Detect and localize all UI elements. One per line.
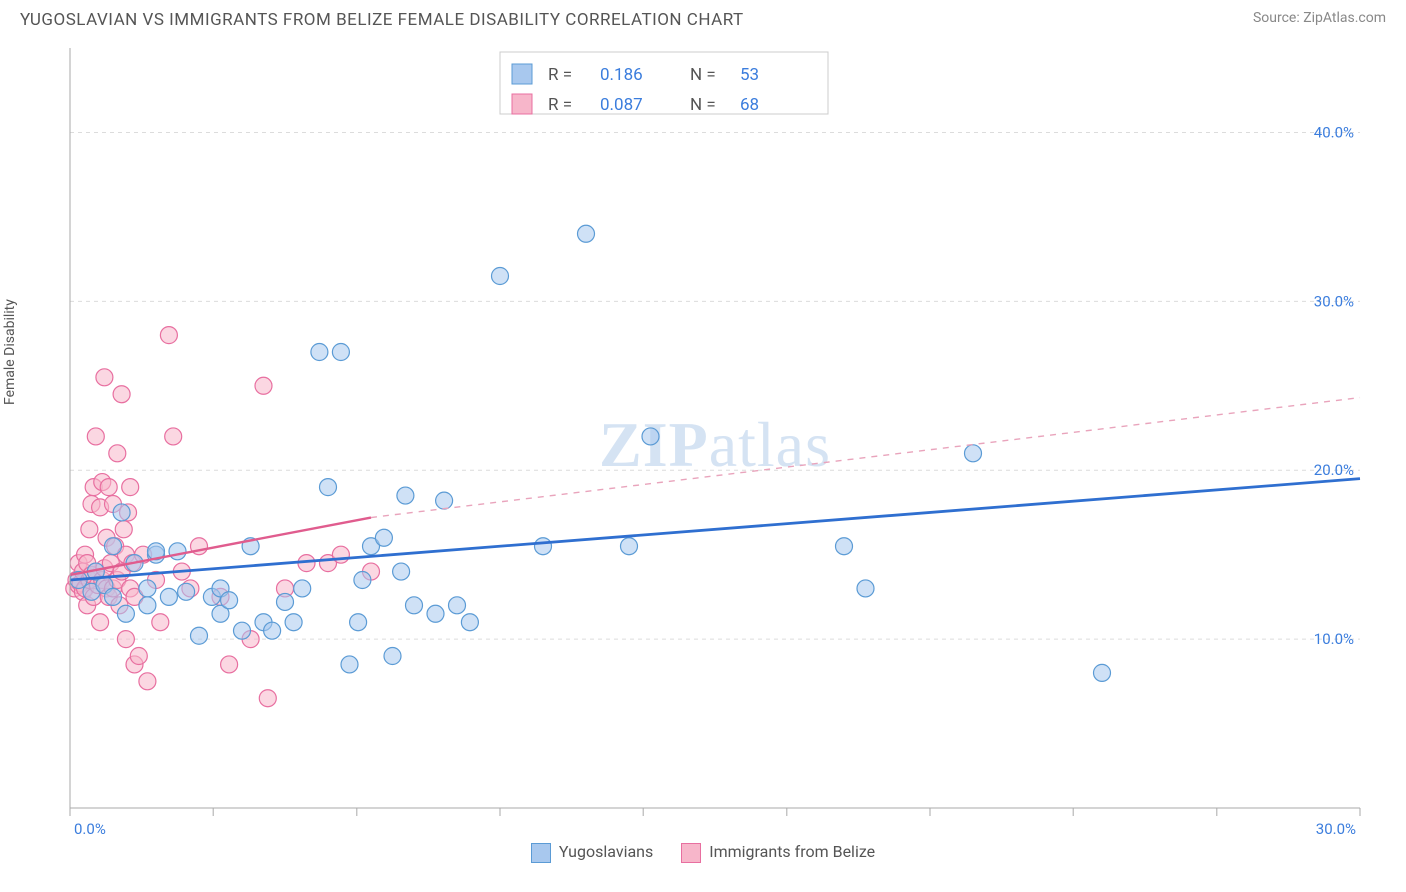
source-label: Source: ZipAtlas.com	[1253, 10, 1386, 26]
chart-title: YUGOSLAVIAN VS IMMIGRANTS FROM BELIZE FE…	[20, 10, 744, 30]
chart-header: YUGOSLAVIAN VS IMMIGRANTS FROM BELIZE FE…	[0, 0, 1406, 38]
svg-text:30.0%: 30.0%	[1314, 292, 1354, 310]
svg-text:R =: R =	[548, 95, 572, 115]
legend-item-yugoslavians: Yugoslavians	[531, 842, 653, 863]
svg-text:53: 53	[740, 65, 759, 85]
svg-text:N =: N =	[690, 95, 716, 115]
svg-text:N =: N =	[690, 65, 716, 85]
svg-text:68: 68	[740, 95, 759, 115]
series-legend: Yugoslavians Immigrants from Belize	[20, 842, 1386, 863]
svg-text:30.0%: 30.0%	[1316, 820, 1356, 838]
svg-text:R =: R =	[548, 65, 572, 85]
svg-text:0.087: 0.087	[600, 95, 643, 115]
legend-item-belize: Immigrants from Belize	[681, 842, 875, 863]
svg-text:0.0%: 0.0%	[74, 820, 106, 838]
legend-swatch-blue	[531, 843, 551, 863]
svg-text:10.0%: 10.0%	[1314, 630, 1354, 648]
chart-container: Female Disability ZIPatlas10.0%20.0%30.0…	[20, 38, 1386, 863]
svg-text:0.186: 0.186	[600, 65, 643, 85]
svg-text:ZIPatlas: ZIPatlas	[599, 409, 831, 480]
y-axis-label: Female Disability	[2, 299, 18, 405]
svg-text:40.0%: 40.0%	[1314, 123, 1354, 141]
svg-text:20.0%: 20.0%	[1314, 461, 1354, 479]
legend-swatch-pink	[681, 843, 701, 863]
scatter-chart: ZIPatlas 10.0% 20.0% 30.0% 40.0% 0.0% 30.0% R =…	[20, 38, 1386, 838]
